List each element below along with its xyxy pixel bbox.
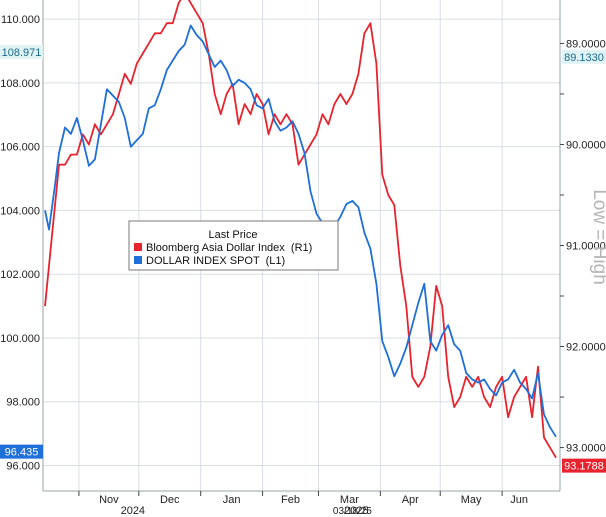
x-tick-label: May xyxy=(461,494,482,506)
dollar-index-line xyxy=(44,24,557,438)
legend-swatch-asia-dollar xyxy=(134,243,142,251)
right-tick-label: 93.0000 xyxy=(566,443,606,455)
right-axis-badge-text: 89.1330 xyxy=(564,52,604,64)
legend-label-dollar-index: DOLLAR INDEX SPOT (L1) xyxy=(146,255,285,267)
left-axis-badge: 108.971 xyxy=(0,44,43,59)
left-axis-badge-bg xyxy=(0,44,43,59)
left-axis-badge-text: 108.971 xyxy=(2,47,42,59)
x-marker-label: 03/18/25 xyxy=(333,506,372,517)
left-tick-label: 96.000 xyxy=(6,460,40,472)
legend: Last Price Bloomberg Asia Dollar Index (… xyxy=(128,220,339,271)
left-tick-label: 108.000 xyxy=(0,78,40,90)
asia-dollar-last-badge-bg xyxy=(562,458,606,473)
x-year-label: 2025 xyxy=(344,505,368,517)
right-axis-label: Low = High xyxy=(589,189,606,285)
right-tick-label: 92.0000 xyxy=(566,342,606,354)
left-tick-label: 102.000 xyxy=(0,269,40,281)
right-tick-label: 91.0000 xyxy=(566,241,606,253)
series-lines xyxy=(44,0,557,459)
axis-ticks: 96.000 98.000 100.000 102.000 104.000 106.000… xyxy=(0,14,606,517)
x-tick-label: Jan xyxy=(223,494,241,506)
left-tick-label: 106.000 xyxy=(0,142,40,154)
left-tick-label: 100.000 xyxy=(0,333,40,345)
left-tick-label: 104.000 xyxy=(0,205,40,217)
right-axis-badge-bg xyxy=(562,49,606,64)
x-tick-label: Jun xyxy=(510,494,528,506)
asia-dollar-index-line xyxy=(44,0,557,459)
right-tick-label: 90.0000 xyxy=(566,139,606,151)
left-tick-label: 110.000 xyxy=(1,14,40,26)
legend-title: Last Price xyxy=(209,229,258,241)
x-tick-label: Nov xyxy=(99,494,119,506)
legend-label-asia-dollar: Bloomberg Asia Dollar Index (R1) xyxy=(146,242,312,254)
x-year-label: 2024 xyxy=(121,505,145,517)
right-axis-badge: 89.1330 xyxy=(562,49,606,64)
value-badges: 108.971 89.1330 96.435 93.1788 xyxy=(0,44,606,473)
asia-dollar-last-badge: 93.1788 xyxy=(562,458,606,473)
asia-dollar-last-badge-text: 93.1788 xyxy=(564,461,604,473)
right-tick-label: 89.0000 xyxy=(566,38,606,50)
x-tick-label: Mar xyxy=(340,494,359,506)
left-tick-label: 98.000 xyxy=(6,397,40,409)
x-tick-label: Dec xyxy=(160,494,180,506)
dollar-index-last-badge: 96.435 xyxy=(0,444,43,459)
dollar-index-last-badge-bg xyxy=(0,444,43,459)
x-tick-label: Feb xyxy=(281,494,300,506)
legend-swatch-dollar-index xyxy=(134,256,142,264)
legend-box xyxy=(128,220,339,271)
dollar-index-last-badge-text: 96.435 xyxy=(5,447,39,459)
x-tick-label: Apr xyxy=(402,494,419,506)
